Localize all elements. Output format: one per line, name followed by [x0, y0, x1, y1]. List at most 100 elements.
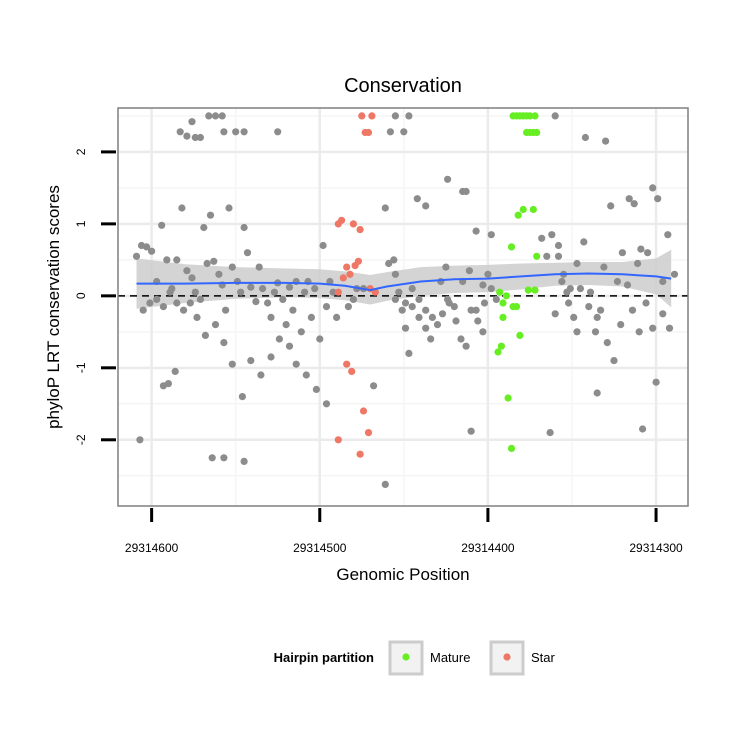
point-star-7 — [356, 226, 364, 234]
point-other-9 — [178, 204, 186, 212]
point-other-160 — [613, 277, 622, 286]
x-tick-label-3: 29314300 — [629, 541, 683, 555]
point-other-114 — [401, 324, 410, 332]
y-axis-title: phyloP LRT conservation scores — [44, 185, 63, 429]
point-other-64 — [238, 393, 246, 401]
point-other-53 — [153, 295, 161, 303]
point-other-176 — [576, 285, 585, 293]
point-other-56 — [173, 299, 181, 307]
y-tick-label-4: 2 — [74, 148, 88, 155]
point-mature-5 — [526, 112, 534, 120]
point-mature-26 — [516, 331, 524, 339]
smooth-line — [136, 272, 672, 292]
point-other-151 — [554, 252, 563, 260]
point-other-61 — [211, 321, 220, 329]
point-other-36 — [282, 321, 290, 329]
legend-title: Hairpin partition — [274, 650, 374, 665]
point-other-90 — [232, 128, 240, 136]
point-other-65 — [247, 357, 255, 365]
point-other-167 — [649, 184, 657, 192]
point-other-131 — [415, 295, 423, 303]
point-other-58 — [186, 299, 194, 307]
point-other-40 — [297, 328, 305, 336]
point-other-199 — [543, 252, 551, 260]
point-other-137 — [457, 335, 465, 343]
point-other-113 — [398, 306, 406, 314]
point-other-31 — [264, 299, 272, 307]
point-other-147 — [405, 349, 413, 357]
point-other-5 — [158, 221, 166, 229]
point-star-11 — [346, 270, 354, 278]
point-mature-25 — [494, 348, 502, 356]
point-other-26 — [243, 249, 252, 257]
point-other-50 — [333, 313, 341, 321]
point-other-149 — [467, 427, 475, 435]
point-other-35 — [279, 295, 287, 303]
point-other-184 — [628, 306, 637, 314]
point-other-174 — [565, 299, 573, 307]
point-other-81 — [176, 128, 184, 136]
point-other-200 — [487, 231, 495, 239]
point-other-94 — [405, 112, 413, 120]
point-other-197 — [381, 480, 389, 488]
point-other-169 — [659, 277, 667, 286]
point-star-10 — [354, 257, 362, 265]
point-mature-19 — [502, 292, 510, 300]
point-other-130 — [408, 285, 416, 293]
point-other-84 — [191, 133, 199, 142]
point-other-41 — [301, 288, 309, 296]
point-other-77 — [208, 454, 216, 462]
point-other-119 — [433, 321, 442, 329]
point-mature-28 — [507, 444, 516, 452]
legend-label-mature: Mature — [430, 650, 470, 665]
point-mature-18 — [496, 288, 504, 296]
point-other-78 — [220, 454, 228, 462]
confidence-band — [136, 249, 672, 309]
point-other-30 — [259, 285, 267, 293]
point-other-188 — [652, 378, 660, 386]
point-other-122 — [452, 317, 460, 325]
point-star-20 — [364, 429, 373, 437]
point-other-136 — [450, 303, 458, 311]
y-tick-label-1: -1 — [74, 362, 88, 373]
point-other-154 — [573, 259, 581, 268]
point-other-14 — [200, 223, 208, 232]
legend-label-star: Star — [531, 650, 556, 665]
point-star-19 — [334, 436, 342, 444]
point-other-128 — [391, 295, 399, 303]
point-other-124 — [465, 267, 473, 275]
point-other-38 — [289, 306, 297, 314]
point-other-173 — [558, 277, 566, 286]
point-other-3 — [148, 247, 156, 255]
point-other-47 — [322, 303, 331, 311]
point-other-96 — [400, 128, 408, 136]
smooth-line-group — [136, 272, 672, 292]
point-other-93 — [391, 112, 399, 120]
point-other-112 — [395, 288, 403, 296]
point-other-105 — [487, 285, 495, 293]
point-star-17 — [348, 367, 356, 375]
point-other-44 — [311, 285, 319, 293]
point-other-182 — [617, 321, 625, 329]
x-tick-label-2: 29314400 — [461, 541, 515, 555]
point-other-10 — [183, 267, 191, 275]
point-mature-23 — [499, 313, 507, 321]
point-other-91 — [240, 128, 248, 136]
panel-border — [117, 107, 689, 507]
point-other-134 — [437, 277, 445, 286]
points-other — [132, 112, 679, 488]
point-other-52 — [146, 299, 154, 307]
point-other-168 — [654, 195, 662, 203]
point-other-179 — [597, 306, 605, 314]
point-other-33 — [270, 288, 278, 296]
point-mature-11 — [519, 205, 527, 214]
point-mature-15 — [533, 252, 541, 260]
point-other-183 — [623, 281, 632, 289]
x-axis: 29314600 29314500 29314400 29314300 — [125, 508, 683, 555]
point-other-191 — [554, 241, 563, 250]
point-other-127 — [484, 270, 492, 278]
point-other-86 — [205, 112, 213, 120]
point-star-3 — [364, 128, 373, 137]
point-other-67 — [267, 353, 275, 361]
